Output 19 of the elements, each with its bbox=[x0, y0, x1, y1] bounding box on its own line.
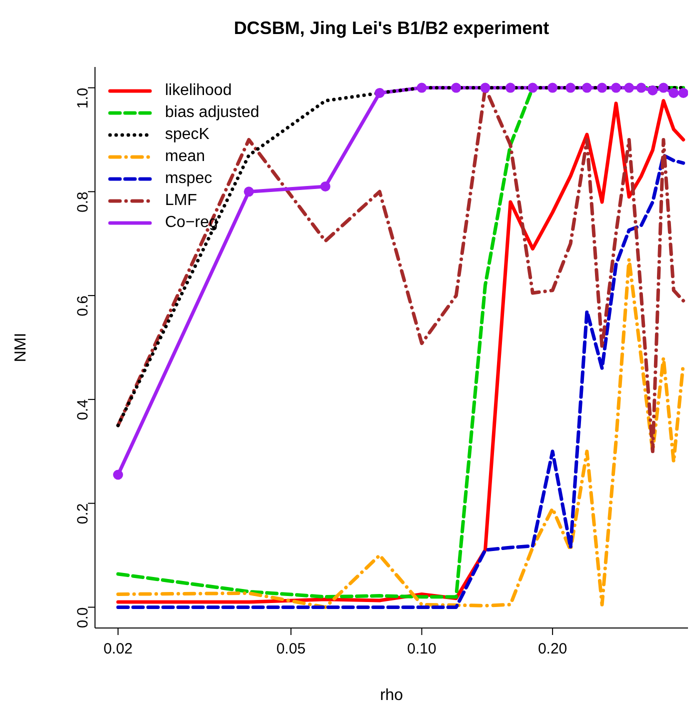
legend-label: likelihood bbox=[165, 81, 232, 101]
y-tick-label: 0.2 bbox=[74, 503, 92, 524]
y-tick-label: 1.0 bbox=[74, 88, 92, 109]
x-tick-label: 0.02 bbox=[103, 640, 133, 658]
y-tick-label: 0.8 bbox=[74, 192, 92, 213]
x-axis-title: rho bbox=[380, 687, 404, 704]
y-tick-label: 0.4 bbox=[74, 399, 92, 420]
y-tick-label: 0.6 bbox=[74, 296, 92, 316]
chart-title: DCSBM, Jing Lei's B1/B2 experiment bbox=[232, 18, 550, 39]
y-tick-label: 0.0 bbox=[74, 607, 92, 628]
x-tick-label: 0.20 bbox=[538, 640, 568, 658]
y-axis-title: NMI bbox=[12, 332, 30, 362]
legend-label: mean bbox=[165, 147, 206, 167]
legend-label: mspec bbox=[165, 169, 212, 189]
legend-label: bias adjusted bbox=[165, 103, 260, 123]
legend-label: LMF bbox=[165, 191, 197, 211]
x-tick-label: 0.10 bbox=[407, 640, 436, 658]
x-tick-label: 0.05 bbox=[276, 640, 306, 658]
legend-label: specK bbox=[165, 125, 210, 145]
